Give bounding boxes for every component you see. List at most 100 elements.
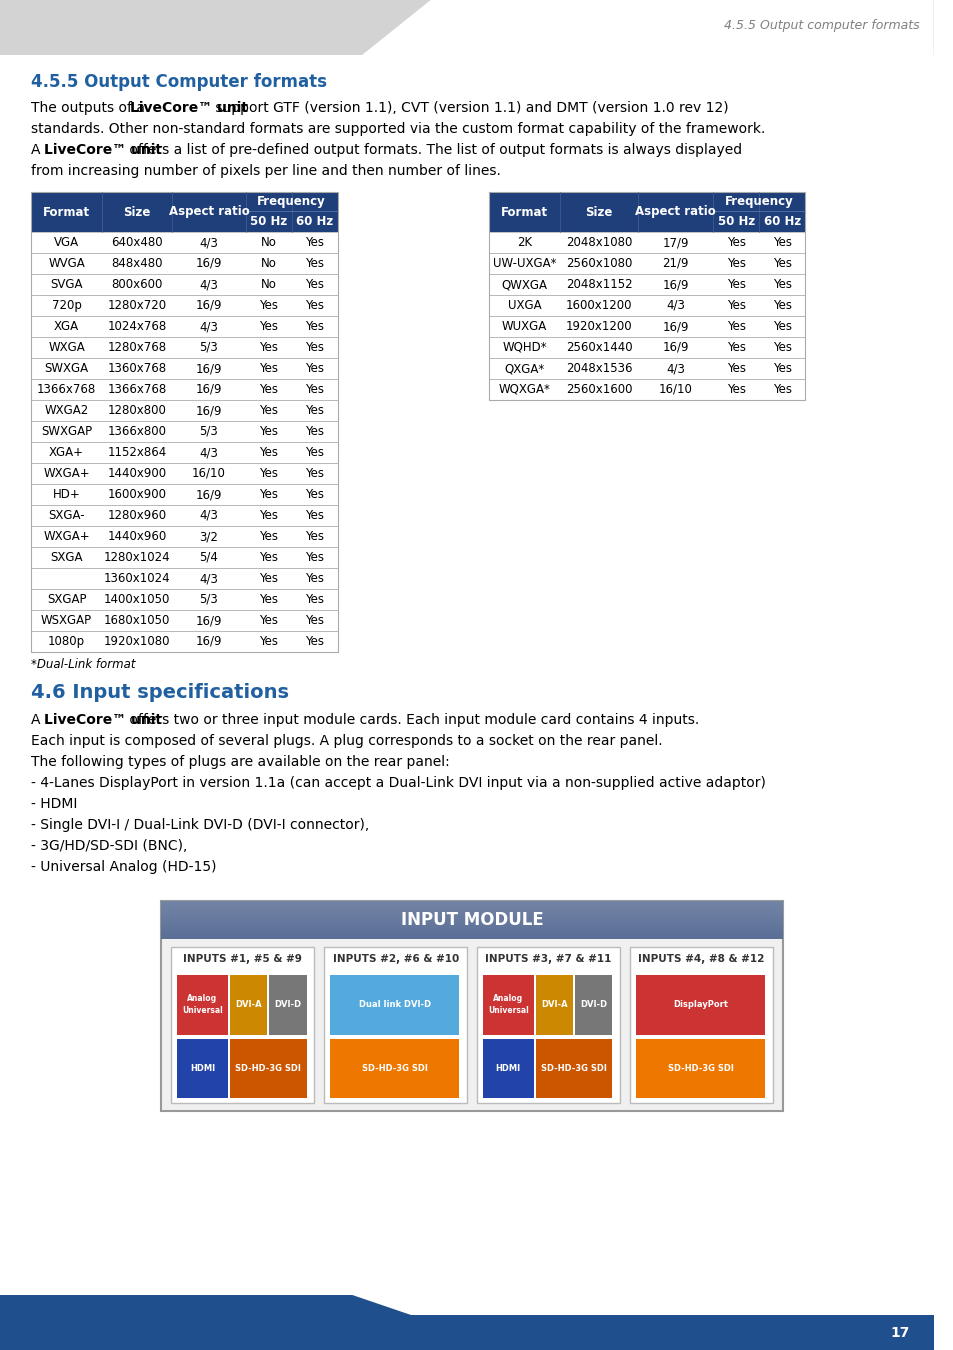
- Text: 2K: 2K: [517, 236, 532, 248]
- Text: 3/2: 3/2: [199, 531, 218, 543]
- Text: WQHD*: WQHD*: [501, 342, 546, 354]
- Bar: [31, 316, 337, 338]
- Bar: [31, 400, 337, 421]
- Bar: [575, 975, 612, 1034]
- Bar: [269, 975, 306, 1034]
- Bar: [489, 252, 804, 274]
- Text: No: No: [260, 278, 276, 292]
- Text: Size: Size: [123, 205, 151, 219]
- Text: - Single DVI-I / Dual-Link DVI-D (DVI-I connector),: - Single DVI-I / Dual-Link DVI-D (DVI-I …: [31, 818, 369, 832]
- Text: SXGA-: SXGA-: [49, 509, 85, 522]
- Text: 848x480: 848x480: [112, 256, 163, 270]
- Text: Yes: Yes: [772, 256, 791, 270]
- Text: 16/9: 16/9: [195, 614, 222, 626]
- Text: Aspect ratio: Aspect ratio: [169, 205, 249, 219]
- Text: Yes: Yes: [259, 320, 278, 333]
- Text: HDMI: HDMI: [496, 1064, 520, 1073]
- Text: standards. Other non-standard formats are supported via the custom format capabi: standards. Other non-standard formats ar…: [31, 122, 765, 136]
- Text: - 3G/HD/SD-SDI (BNC),: - 3G/HD/SD-SDI (BNC),: [31, 838, 188, 853]
- Text: Yes: Yes: [726, 320, 745, 333]
- Text: 1360x768: 1360x768: [108, 362, 167, 375]
- Bar: [172, 946, 314, 1103]
- Text: 60 Hz: 60 Hz: [763, 215, 801, 228]
- Text: Yes: Yes: [259, 404, 278, 417]
- Text: 16/9: 16/9: [195, 362, 222, 375]
- Text: VGA: VGA: [54, 236, 79, 248]
- Text: 1080p: 1080p: [48, 634, 85, 648]
- Text: 2048x1152: 2048x1152: [565, 278, 632, 292]
- Text: Yes: Yes: [726, 278, 745, 292]
- Text: DVI-A: DVI-A: [540, 1000, 567, 1010]
- Text: DVI-A: DVI-A: [234, 1000, 261, 1010]
- Text: WXGA+: WXGA+: [43, 467, 90, 481]
- Text: Yes: Yes: [305, 531, 324, 543]
- Bar: [230, 1038, 306, 1098]
- Text: Yes: Yes: [305, 614, 324, 626]
- Bar: [177, 1038, 228, 1098]
- Text: Yes: Yes: [259, 593, 278, 606]
- Text: WVGA: WVGA: [48, 256, 85, 270]
- Text: WQXGA*: WQXGA*: [498, 383, 550, 396]
- Text: 4.5.5 Output computer formats: 4.5.5 Output computer formats: [723, 19, 919, 31]
- Text: Universal: Universal: [182, 1006, 223, 1015]
- Text: 1360x1024: 1360x1024: [104, 572, 171, 585]
- Text: Yes: Yes: [305, 487, 324, 501]
- Text: Yes: Yes: [305, 425, 324, 437]
- Text: 800x600: 800x600: [112, 278, 163, 292]
- Text: XGA+: XGA+: [49, 446, 84, 459]
- Text: 4/3: 4/3: [199, 509, 218, 522]
- Text: SVGA: SVGA: [51, 278, 83, 292]
- Text: 16/9: 16/9: [195, 487, 222, 501]
- Text: INPUTS #2, #6 & #10: INPUTS #2, #6 & #10: [333, 954, 458, 964]
- Text: Yes: Yes: [259, 614, 278, 626]
- Text: 4.5.5 Output Computer formats: 4.5.5 Output Computer formats: [31, 73, 327, 90]
- Text: 1280x720: 1280x720: [108, 298, 167, 312]
- Text: 21/9: 21/9: [661, 256, 688, 270]
- Text: LiveCore™ unit: LiveCore™ unit: [44, 713, 162, 728]
- Text: Yes: Yes: [259, 446, 278, 459]
- Text: SWXGA: SWXGA: [45, 362, 89, 375]
- Text: Yes: Yes: [305, 551, 324, 564]
- Text: Yes: Yes: [259, 298, 278, 312]
- Bar: [489, 379, 804, 400]
- Text: 1600x900: 1600x900: [108, 487, 167, 501]
- Text: offers two or three input module cards. Each input module card contains 4 inputs: offers two or three input module cards. …: [125, 713, 699, 728]
- Text: Format: Format: [500, 205, 548, 219]
- Bar: [177, 975, 228, 1034]
- Bar: [31, 463, 337, 485]
- Text: Frequency: Frequency: [724, 196, 793, 208]
- Text: Each input is composed of several plugs. A plug corresponds to a socket on the r: Each input is composed of several plugs.…: [31, 734, 662, 748]
- Text: Yes: Yes: [772, 320, 791, 333]
- Text: No: No: [260, 256, 276, 270]
- Text: 4/3: 4/3: [199, 446, 218, 459]
- Text: 16/9: 16/9: [661, 342, 688, 354]
- Text: Yes: Yes: [772, 342, 791, 354]
- Text: Yes: Yes: [305, 342, 324, 354]
- Text: 1440x900: 1440x900: [108, 467, 167, 481]
- Text: Yes: Yes: [259, 509, 278, 522]
- Text: 16/10: 16/10: [192, 467, 226, 481]
- Bar: [31, 441, 337, 463]
- Text: Yes: Yes: [726, 362, 745, 375]
- Text: Yes: Yes: [772, 362, 791, 375]
- Bar: [489, 192, 804, 400]
- Text: Yes: Yes: [259, 342, 278, 354]
- Text: SD-HD-3G SDI: SD-HD-3G SDI: [361, 1064, 427, 1073]
- Bar: [31, 589, 337, 610]
- Text: from increasing number of pixels per line and then number of lines.: from increasing number of pixels per lin…: [31, 163, 500, 178]
- Text: WUXGA: WUXGA: [501, 320, 547, 333]
- Text: 2048x1536: 2048x1536: [565, 362, 632, 375]
- Text: 50 Hz: 50 Hz: [250, 215, 287, 228]
- Text: Yes: Yes: [305, 298, 324, 312]
- Text: LiveCore™ unit: LiveCore™ unit: [130, 101, 248, 115]
- Text: support GTF (version 1.1), CVT (version 1.1) and DMT (version 1.0 rev 12): support GTF (version 1.1), CVT (version …: [212, 101, 728, 115]
- Bar: [629, 946, 772, 1103]
- Text: DisplayPort: DisplayPort: [673, 1000, 727, 1010]
- Text: 4/3: 4/3: [199, 572, 218, 585]
- Bar: [31, 526, 337, 547]
- Text: QXGA*: QXGA*: [504, 362, 544, 375]
- Text: SD-HD-3G SDI: SD-HD-3G SDI: [540, 1064, 606, 1073]
- Text: The following types of plugs are available on the rear panel:: The following types of plugs are availab…: [31, 755, 450, 770]
- Text: 4/3: 4/3: [199, 278, 218, 292]
- Text: Analog: Analog: [187, 994, 217, 1003]
